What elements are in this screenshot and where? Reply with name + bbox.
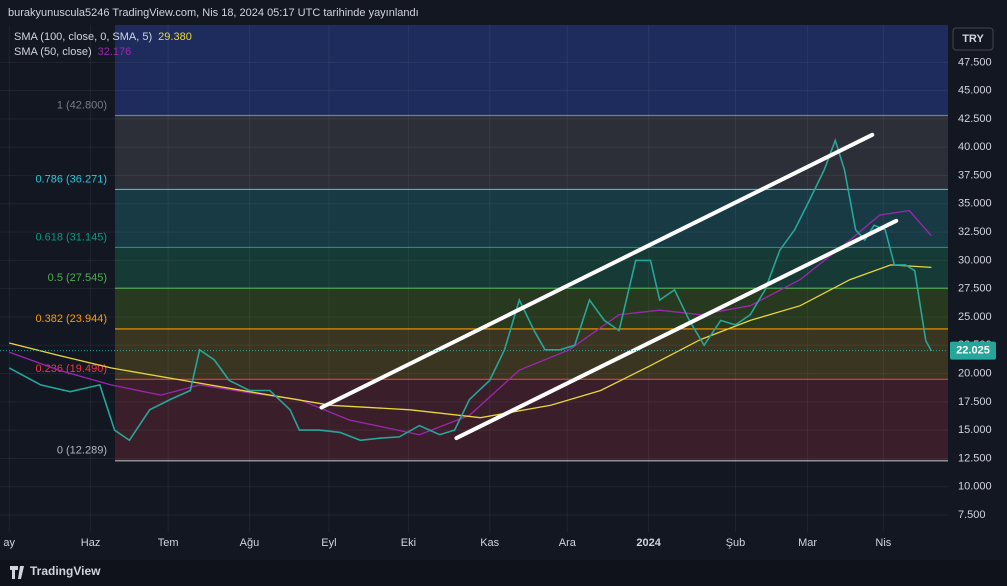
y-tick-label: 17.500 bbox=[958, 396, 992, 408]
x-tick-label: ay bbox=[3, 537, 15, 549]
fib-label: 0.5 (27.545) bbox=[48, 272, 107, 284]
x-tick-label: Ağu bbox=[240, 537, 260, 549]
y-tick-label: 7.500 bbox=[958, 509, 986, 521]
fib-zone bbox=[115, 328, 948, 380]
fib-label: 0 (12.289) bbox=[57, 445, 107, 457]
x-tick-label: Ara bbox=[559, 537, 577, 549]
fib-label: 0.618 (31.145) bbox=[35, 231, 107, 243]
header: burakyunuscula5246 TradingView.com, Nis … bbox=[8, 7, 419, 19]
fib-label: 0.786 (36.271) bbox=[35, 173, 107, 185]
fib-zone bbox=[115, 189, 948, 248]
fib-zone-top bbox=[115, 25, 948, 116]
y-tick-label: 32.500 bbox=[958, 226, 992, 238]
fib-label: 1 (42.800) bbox=[57, 99, 107, 111]
y-tick-label: 12.500 bbox=[958, 452, 992, 464]
y-tick-label: 47.500 bbox=[958, 56, 992, 68]
footer-bar bbox=[0, 560, 1007, 586]
series-line bbox=[9, 264, 932, 419]
legend-sma100-value: 29.380 bbox=[158, 31, 192, 43]
currency-box bbox=[952, 27, 994, 51]
fib-zone bbox=[115, 115, 948, 190]
x-tick-label: Nis bbox=[875, 537, 891, 549]
x-tick-label: Tem bbox=[158, 537, 179, 549]
y-tick-label: 15.000 bbox=[958, 424, 992, 436]
x-tick-label: Şub bbox=[726, 537, 746, 549]
footer: TradingView bbox=[30, 564, 101, 578]
x-tick-label: Haz bbox=[81, 537, 101, 549]
y-tick-label: 42.500 bbox=[958, 113, 992, 125]
currency: TRY bbox=[962, 33, 984, 45]
y-tick-label: 37.500 bbox=[958, 169, 992, 181]
x-tick-label: Eyl bbox=[321, 537, 336, 549]
y-tick-label: 30.000 bbox=[958, 254, 992, 266]
logo bbox=[10, 566, 24, 579]
x-tick-label: Kas bbox=[480, 537, 499, 549]
y-tick-label: 25.000 bbox=[958, 311, 992, 323]
x-tick-label: Mar bbox=[798, 537, 817, 549]
fib-zone bbox=[115, 247, 948, 289]
price-badge bbox=[950, 341, 996, 360]
y-tick-label: 35.000 bbox=[958, 198, 992, 210]
fib-label: 0.236 (19.490) bbox=[35, 363, 107, 375]
price-badge-label: 22.025 bbox=[956, 345, 990, 357]
trendline bbox=[454, 218, 899, 441]
y-tick-label: 20.000 bbox=[958, 367, 992, 379]
y-tick-label: 27.500 bbox=[958, 283, 992, 295]
x-tick-label: 2024 bbox=[636, 537, 661, 549]
y-tick-label: 10.000 bbox=[958, 481, 992, 493]
fib-zone bbox=[115, 288, 948, 329]
plot-area: 1 (42.800) 0.786 (36.271) 0.618 (31.145) 0.… bbox=[0, 25, 948, 532]
fib-label: 0.382 (23.944) bbox=[35, 313, 107, 325]
legend-sma50: SMA (50, close) bbox=[14, 46, 92, 58]
trendline bbox=[319, 132, 875, 410]
y-tick-label: 45.000 bbox=[958, 85, 992, 97]
y-tick-label: 40.000 bbox=[958, 141, 992, 153]
series-line bbox=[8, 137, 933, 442]
x-tick-label: Eki bbox=[401, 537, 416, 549]
legend-sma50-value: 32.176 bbox=[98, 46, 132, 58]
legend-sma100: SMA (100, close, 0, SMA, 5) bbox=[14, 31, 152, 43]
